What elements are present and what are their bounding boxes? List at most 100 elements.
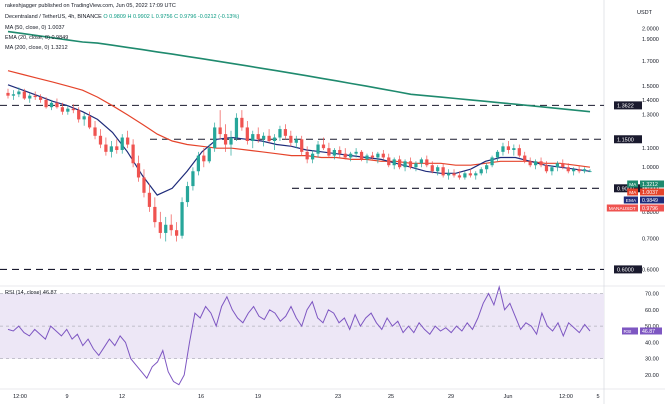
- time-tick-label: 5: [596, 394, 599, 400]
- candle-body: [229, 137, 233, 145]
- candle-body: [185, 186, 190, 203]
- candle-body: [17, 91, 21, 95]
- candle-body: [528, 161, 532, 166]
- candle-body: [338, 149, 342, 154]
- candle-body: [523, 155, 527, 162]
- rsi-line: [7, 285, 591, 386]
- candle-body: [169, 224, 173, 231]
- price-tick-label: 1.1000: [642, 146, 659, 152]
- candle-body: [550, 167, 554, 172]
- candle-body: [180, 202, 184, 236]
- candle-body: [120, 137, 124, 150]
- candle-body: [452, 173, 456, 176]
- candle-body: [218, 127, 222, 135]
- candle-body: [561, 163, 565, 168]
- candle-body: [142, 177, 146, 193]
- level-label: 0.6000: [617, 267, 634, 273]
- candle-body: [153, 206, 157, 223]
- price-tick-label: 0.7000: [642, 237, 659, 243]
- time-tick-label: 19: [255, 394, 261, 400]
- price-tag-label: 1.0037: [642, 190, 658, 196]
- candle-body: [87, 116, 92, 128]
- candle-body: [262, 135, 266, 140]
- price-tag: [640, 188, 664, 196]
- time-tick-label: 12: [119, 394, 125, 400]
- candle-body: [474, 173, 478, 176]
- candle-body: [272, 137, 277, 142]
- price-tag-badge: [627, 180, 638, 188]
- level-tag: [614, 135, 642, 144]
- candle-body: [381, 153, 385, 158]
- level-tag: [614, 265, 642, 274]
- candle-body: [6, 92, 10, 96]
- price-tag-label: 0.9849: [642, 198, 658, 204]
- rsi-badge: [622, 327, 638, 335]
- time-tick-label: 23: [335, 394, 341, 400]
- candle-body: [441, 167, 445, 176]
- time-tick-label: 25: [388, 394, 394, 400]
- candle-body: [332, 149, 336, 156]
- rsi-tick-label: 30.00: [645, 357, 659, 363]
- legend-rsi[interactable]: RSI (14, close) 46.87: [5, 290, 57, 296]
- symbol-title: Decentraland / TetherUS, 4h, BINANCE: [5, 14, 102, 20]
- price-tick-label: 1.5000: [642, 84, 659, 90]
- candle-body: [479, 169, 483, 174]
- candle-body: [387, 157, 391, 166]
- candle-body: [436, 167, 440, 172]
- candle-body: [414, 163, 418, 168]
- candle-body: [196, 155, 200, 172]
- candle-body: [109, 146, 113, 152]
- candle-body: [126, 137, 130, 145]
- candle-body: [577, 169, 581, 172]
- candle-body: [22, 91, 26, 99]
- candle-body: [71, 108, 75, 111]
- candle-body: [115, 146, 119, 150]
- price-tag: [640, 196, 664, 204]
- candle-body: [49, 102, 54, 108]
- candle-body: [310, 153, 315, 160]
- candle-body: [485, 165, 489, 170]
- candle-body: [419, 159, 423, 164]
- candle-body: [213, 127, 217, 149]
- candle-body: [349, 153, 353, 158]
- candle-body: [223, 134, 228, 145]
- candle-body: [202, 155, 206, 162]
- rsi-badge-text: RSI: [624, 329, 632, 335]
- candle-body: [398, 159, 402, 168]
- price-tag-badge: [623, 196, 638, 204]
- candle-body: [93, 127, 97, 136]
- time-tick-label: 29: [448, 394, 454, 400]
- price-tick-label: 0.6000: [642, 267, 659, 273]
- candle-body: [354, 151, 358, 154]
- price-tag-badge-text: EMA: [626, 198, 637, 204]
- price-tag: [640, 180, 664, 188]
- level-label: 1.3622: [617, 103, 634, 109]
- symbol-line: Decentraland / TetherUS, 4h, BINANCE O 0…: [5, 14, 239, 20]
- candle-body: [359, 151, 364, 160]
- candle-body: [321, 144, 326, 149]
- price-tag-badge: [627, 188, 638, 196]
- legend-ma50[interactable]: MA (50, close, 0) 1.0037: [5, 25, 65, 31]
- rsi-tick-label: 20.00: [645, 373, 659, 379]
- candle-body: [517, 148, 521, 156]
- legend-ma200[interactable]: MA (200, close, 0) 1.3212: [5, 45, 68, 51]
- time-tick-label: Jun: [504, 394, 513, 400]
- candle-body: [44, 99, 48, 108]
- candle-body: [245, 127, 249, 142]
- price-tick-label: 1.0000: [642, 165, 659, 171]
- candle-body: [294, 139, 298, 143]
- candle-body: [392, 159, 396, 166]
- candle-body: [283, 129, 288, 136]
- candle-body: [544, 165, 549, 172]
- candle-body: [98, 135, 103, 145]
- candle-body: [66, 108, 70, 112]
- legend-ema20[interactable]: EMA (20, close, 0) 0.9849: [5, 35, 69, 41]
- ohlc-values: O 0.9809 H 0.9902 L 0.9756 C 0.9796 -0.0…: [103, 14, 240, 20]
- candle-body: [55, 102, 59, 108]
- candle-body: [316, 144, 320, 154]
- candle-body: [39, 97, 43, 100]
- time-tick-label: 16: [198, 394, 204, 400]
- candle-body: [77, 110, 81, 120]
- level-label: 1.1500: [617, 137, 634, 143]
